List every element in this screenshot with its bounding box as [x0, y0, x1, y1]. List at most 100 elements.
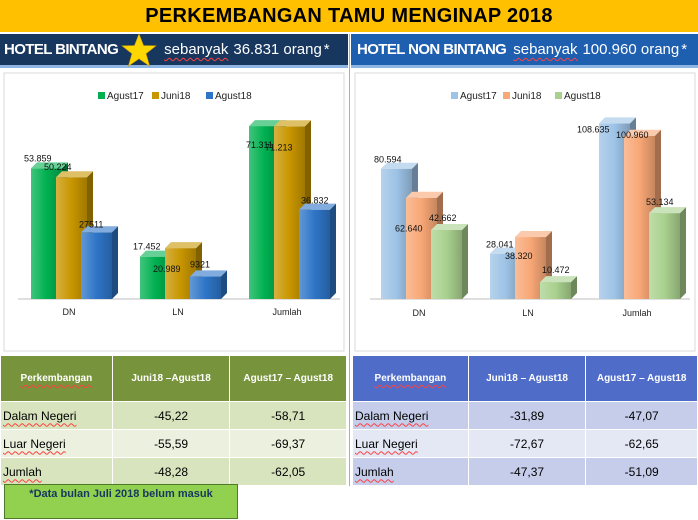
row-value-juni-agust: -72,67 [467, 429, 587, 458]
bar-side [571, 276, 577, 299]
data-label: 50.224 [44, 162, 72, 172]
table-header-row: Perkembangan Juni18 –Agust18 Agust17 – A… [0, 355, 347, 402]
bar-left-ln-agust18 [190, 276, 221, 299]
legend-label: Juni18 [161, 91, 191, 102]
x-tick-label: LN [172, 307, 184, 317]
data-label: 71.311 [246, 140, 273, 150]
table-row: Dalam Negeri -31,89 -47,07 [352, 401, 698, 430]
row-label: Jumlah [352, 457, 469, 486]
bar-top [406, 191, 443, 198]
row-value-agust-agust: -62,65 [585, 429, 698, 458]
bar-right-ln-agust18 [540, 282, 571, 299]
hotel-non-bintang-header: HOTEL NON BINTANG sebanyak 100.960 orang… [351, 34, 698, 68]
row-label: Dalam Negeri [352, 401, 469, 430]
data-label: 10.472 [542, 265, 570, 275]
table-header-cell: Juni18 –Agust18 [111, 355, 231, 402]
bar-side [680, 207, 686, 299]
hotel-non-bintang-word: sebanyak [513, 41, 578, 58]
bar-top [381, 162, 418, 169]
data-label: 108.635 [577, 124, 610, 134]
legend-label: Agust18 [215, 91, 252, 102]
row-value-juni-agust: -55,59 [111, 429, 231, 458]
row-value-agust-agust: -69,37 [229, 429, 347, 458]
data-label: 36.832 [301, 196, 329, 206]
table-header-cell: Agust17 – Agust18 [585, 355, 698, 402]
table-row: Jumlah -47,37 -51,09 [352, 457, 698, 486]
legend-label: Agust18 [564, 91, 601, 102]
bar-top [431, 224, 468, 231]
row-value-agust-agust: -62,05 [229, 457, 347, 486]
data-label: 38.320 [505, 251, 533, 261]
legend-label: Agust17 [460, 91, 497, 102]
x-tick-label: DN [413, 308, 426, 318]
data-label: 27511 [79, 219, 103, 229]
hotel-bintang-name: HOTEL BINTANG [4, 41, 119, 58]
bar-right-jumlah-agust18 [649, 213, 680, 299]
table-header-cell: Perkembangan [352, 355, 469, 402]
table-header-cell: Juni18 – Agust18 [467, 355, 587, 402]
table-header-cell: Agust17 – Agust18 [229, 355, 347, 402]
x-tick-label: Jumlah [622, 308, 651, 318]
data-label: 17.452 [133, 242, 161, 252]
data-label: 20.989 [153, 264, 181, 274]
data-note: *Data bulan Juli 2018 belum masuk [4, 484, 238, 519]
bar-top [649, 207, 686, 214]
row-label: Luar Negeri [0, 429, 113, 458]
legend-swatch [152, 92, 159, 99]
legend-swatch [503, 92, 510, 99]
legend-label: Agust17 [107, 91, 144, 102]
bar-top [540, 276, 577, 283]
legend-swatch [206, 92, 213, 99]
hotel-bintang-word: sebanyak [164, 41, 229, 58]
legend-swatch [555, 92, 562, 99]
bar-top [190, 270, 227, 277]
bar-side [462, 224, 468, 299]
bar-left-jumlah-agust18 [299, 209, 330, 299]
x-tick-label: Jumlah [272, 307, 301, 317]
hotel-non-bintang-table: Perkembangan Juni18 – Agust18 Agust17 – … [352, 355, 698, 486]
bar-side [221, 270, 227, 299]
bar-top [56, 171, 93, 178]
bar-right-dn-agust18 [431, 230, 462, 299]
bar-top [599, 117, 636, 124]
data-label: 53.859 [24, 153, 52, 163]
row-value-agust-agust: -58,71 [229, 401, 347, 430]
bar-top [274, 120, 311, 127]
bar-top [515, 231, 552, 238]
bar-left-dn-agust18 [81, 232, 112, 299]
row-label: Jumlah [0, 457, 113, 486]
hotel-non-bintang-asterisk: * [681, 41, 688, 58]
row-value-juni-agust: -48,28 [111, 457, 231, 486]
bar-side [330, 203, 336, 299]
data-label: 80.594 [374, 155, 402, 165]
table-row: Luar Negeri -55,59 -69,37 [0, 429, 347, 458]
hotel-bintang-table: Perkembangan Juni18 –Agust18 Agust17 – A… [0, 355, 347, 486]
row-label: Dalam Negeri [0, 401, 113, 430]
row-value-juni-agust: -45,22 [111, 401, 231, 430]
data-label: 71.213 [265, 142, 293, 152]
table-header-row: Perkembangan Juni18 – Agust18 Agust17 – … [352, 355, 698, 402]
table-header-cell: Perkembangan [0, 355, 113, 402]
data-label: 53.134 [646, 197, 674, 207]
hotel-bintang-asterisk: * [323, 41, 330, 58]
data-label: 42.662 [429, 213, 457, 223]
hotel-bintang-header: HOTEL BINTANG sebanyak 36.831 orang * [0, 32, 348, 68]
data-label: 62.640 [395, 224, 423, 234]
table-row: Dalam Negeri -45,22 -58,71 [0, 401, 347, 430]
row-value-juni-agust: -47,37 [467, 457, 587, 486]
page-title: PERKEMBANGAN TAMU MENGINAP 2018 [0, 0, 698, 32]
panel-divider [349, 34, 350, 486]
hotel-non-bintang-count: 100.960 orang [582, 41, 680, 58]
bar-top [624, 129, 661, 136]
bar-top [81, 226, 118, 233]
bar-top [31, 162, 68, 169]
star-icon [121, 32, 158, 67]
row-value-agust-agust: -51,09 [585, 457, 698, 486]
bar-top [299, 203, 336, 210]
x-tick-label: DN [63, 307, 76, 317]
bar-side [112, 226, 118, 299]
data-label: 100.960 [616, 130, 649, 140]
row-value-agust-agust: -47,07 [585, 401, 698, 430]
legend-swatch [451, 92, 458, 99]
